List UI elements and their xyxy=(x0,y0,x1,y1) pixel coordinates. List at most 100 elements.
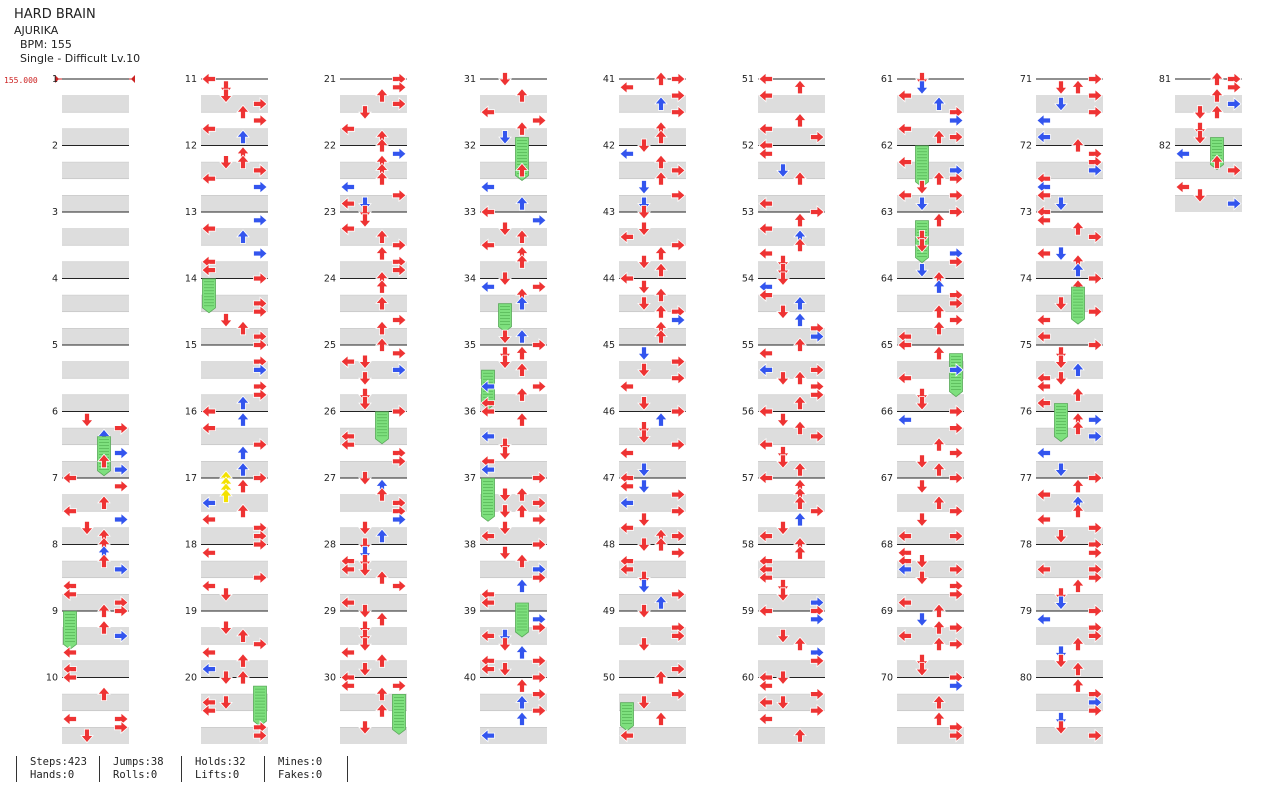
hold-note xyxy=(392,694,406,735)
measure-number: 3 xyxy=(52,207,58,218)
step-arrow xyxy=(62,646,77,659)
beat-stripe xyxy=(897,594,964,611)
measure-number: 4 xyxy=(52,274,58,285)
step-arrow xyxy=(375,246,389,261)
beat-stripe xyxy=(758,528,825,545)
step-arrow xyxy=(480,180,495,194)
measure-number: 75 xyxy=(1020,340,1032,351)
measure: 18 xyxy=(185,538,268,611)
step-arrow xyxy=(392,513,407,526)
measure: 27 xyxy=(324,471,407,545)
beat-stripe xyxy=(1036,661,1103,678)
beat-stripe xyxy=(1036,295,1103,313)
hold-note xyxy=(375,411,389,445)
beat-stripe xyxy=(1036,195,1103,212)
measure: 21 xyxy=(324,72,407,146)
beat-stripe xyxy=(201,561,268,579)
measure: 5 xyxy=(52,340,129,412)
beat-stripe xyxy=(340,727,407,744)
step-arrow xyxy=(793,545,807,560)
beat-stripe xyxy=(201,96,268,113)
measure: 74 xyxy=(1020,272,1103,345)
beat-stripe xyxy=(480,328,547,345)
step-arrow xyxy=(201,546,216,560)
beat-stripe xyxy=(1036,129,1103,146)
beat-stripe xyxy=(1036,461,1103,478)
step-arrow xyxy=(1071,578,1085,593)
measure: 16 xyxy=(185,405,268,478)
beat-stripe xyxy=(619,461,686,478)
beat-stripe xyxy=(758,495,825,512)
measure: 63 xyxy=(881,205,964,279)
beat-stripe xyxy=(1036,262,1103,279)
measure-number: 35 xyxy=(464,340,476,351)
step-arrow xyxy=(253,180,268,194)
step-arrow xyxy=(758,72,773,86)
beat-stripe xyxy=(201,295,268,313)
beat-stripe xyxy=(758,328,825,345)
beat-stripe xyxy=(1036,229,1103,246)
step-arrow xyxy=(114,513,129,526)
step-arrow xyxy=(671,546,686,560)
measure-number: 7 xyxy=(52,473,58,484)
step-arrow xyxy=(915,612,929,627)
step-arrow xyxy=(1071,678,1085,693)
beat-stripe xyxy=(897,229,964,246)
beat-stripe xyxy=(480,561,547,579)
measure-number: 39 xyxy=(464,606,476,617)
measure-number: 68 xyxy=(881,540,893,551)
measure-number: 20 xyxy=(185,673,197,684)
measure: 73 xyxy=(1020,205,1103,279)
hold-note xyxy=(481,477,495,522)
beat-stripe xyxy=(340,461,407,478)
step-arrow xyxy=(637,579,651,594)
measure: 20 xyxy=(185,670,268,744)
step-arrow xyxy=(375,611,389,627)
step-arrow xyxy=(949,679,964,693)
beat-stripe xyxy=(340,328,407,345)
stat-holds: Holds:32 xyxy=(195,756,246,768)
step-arrow xyxy=(932,279,946,294)
measure: 66 xyxy=(881,405,964,478)
measure: 23 xyxy=(324,205,407,279)
step-arrow xyxy=(375,279,389,294)
step-arrow xyxy=(1227,80,1242,94)
beat-stripe xyxy=(201,328,268,345)
step-arrow xyxy=(932,345,946,361)
measure-number: 48 xyxy=(603,540,615,551)
beat-stripe xyxy=(1036,628,1103,645)
step-arrow xyxy=(392,313,407,327)
hold-note xyxy=(63,610,77,650)
measure-number: 36 xyxy=(464,407,476,418)
measure-number: 15 xyxy=(185,340,197,351)
beat-stripe xyxy=(480,162,547,180)
beat-stripe xyxy=(1036,594,1103,611)
beat-stripe xyxy=(758,96,825,113)
measure-number: 76 xyxy=(1020,407,1032,418)
measure: 57 xyxy=(742,471,825,545)
beat-stripe xyxy=(758,395,825,412)
beat-stripe xyxy=(1036,162,1103,180)
beat-stripe xyxy=(62,328,129,345)
beat-stripe xyxy=(201,362,268,379)
beat-stripe xyxy=(62,162,129,180)
measure-number: 78 xyxy=(1020,540,1032,551)
measure-number: 69 xyxy=(881,606,893,617)
step-arrow xyxy=(219,313,233,328)
beat-stripe xyxy=(62,461,129,478)
beat-stripe xyxy=(758,295,825,313)
beat-stripe xyxy=(1036,495,1103,512)
step-arrow xyxy=(619,380,634,393)
measure-number: 43 xyxy=(603,207,615,218)
step-arrow xyxy=(515,645,529,660)
beat-stripe xyxy=(897,195,964,212)
measure: 4 xyxy=(52,274,129,345)
beat-stripe xyxy=(480,628,547,645)
beat-stripe xyxy=(1175,195,1242,212)
step-arrow xyxy=(340,679,355,693)
measure-number: 32 xyxy=(464,141,476,152)
step-arrow xyxy=(515,578,529,593)
beat-stripe xyxy=(340,628,407,645)
measure-number: 42 xyxy=(603,141,615,152)
measure: 70 xyxy=(881,671,964,744)
